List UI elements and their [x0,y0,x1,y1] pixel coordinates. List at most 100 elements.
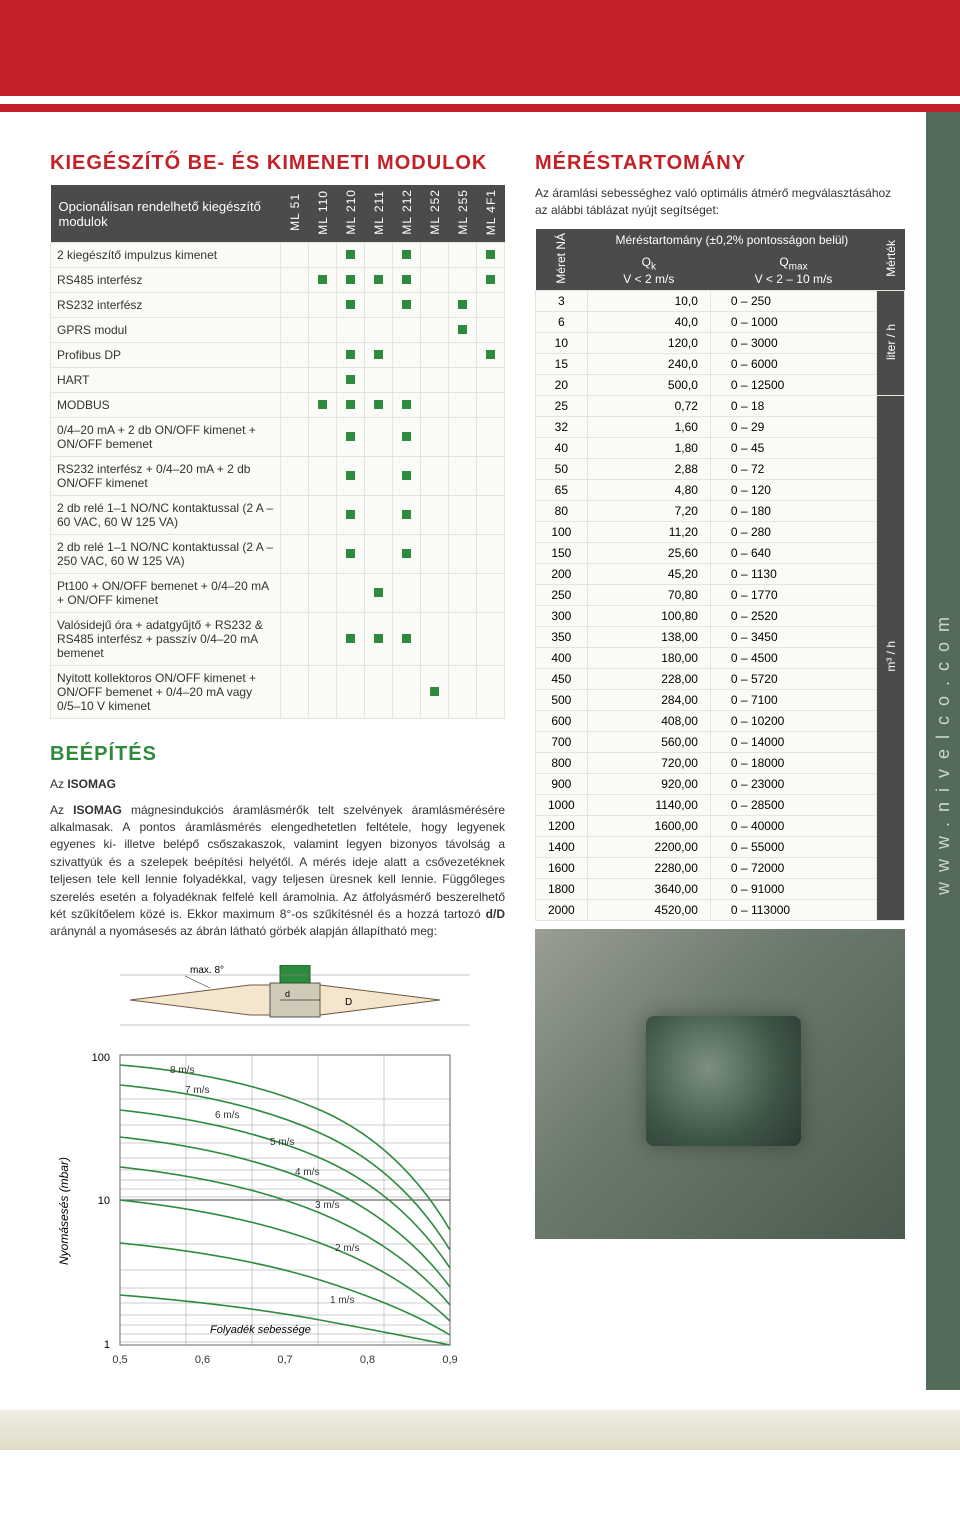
mod-cell [393,574,421,613]
range-qmax: 0 – 3450 [710,627,876,648]
mod-cell [337,613,365,666]
red-banner [0,0,960,96]
mod-cell [421,268,449,293]
mod-cell [337,318,365,343]
mod-cell [421,343,449,368]
mod-cell [393,343,421,368]
mod-cell [365,418,393,457]
mod-cell [477,268,505,293]
mod-cell [449,393,477,418]
mod-cell [449,535,477,574]
mod-cell [477,613,505,666]
diagram-note: max. 8° [190,965,224,976]
range-sub-qk: QkV < 2 m/s [587,251,710,291]
mod-cell [365,496,393,535]
range-size: 300 [536,606,588,627]
mod-cell [281,368,309,393]
mod-colhead-0: ML 51 [281,185,309,243]
mod-cell [393,268,421,293]
mod-cell [449,418,477,457]
range-qmax: 0 – 120 [710,480,876,501]
mod-colhead-3: ML 211 [365,185,393,243]
mod-cell [337,343,365,368]
modules-table: Opcionálisan rendelhető kiegészítő modul… [50,185,505,719]
mod-cell [393,496,421,535]
curve-label: 8 m/s [170,1065,194,1076]
range-row: 10001140,000 – 28500 [536,795,905,816]
range-head-main: Méréstartomány (±0,2% pontosságon belül) [587,229,876,251]
mod-cell [281,574,309,613]
xtick: 0,7 [277,1354,292,1366]
left-title: KIEGÉSZÍTŐ BE- ÉS KIMENETI MODULOK [50,152,505,175]
range-qk: 11,20 [587,522,710,543]
range-row: 18003640,000 – 91000 [536,879,905,900]
range-qmax: 0 – 2520 [710,606,876,627]
range-qk: 120,0 [587,333,710,354]
mod-cell [393,666,421,719]
mod-cell [309,293,337,318]
range-qk: 408,00 [587,711,710,732]
mod-cell [365,666,393,719]
mod-cell [477,343,505,368]
mod-cell [421,368,449,393]
y-axis-label: Nyomásesés (mbar) [57,1157,71,1265]
mod-row-label: RS485 interfész [51,268,281,293]
range-sub-qmax: QmaxV < 2 – 10 m/s [710,251,876,291]
range-qk: 4,80 [587,480,710,501]
mod-row-label: MODBUS [51,393,281,418]
range-row: 800720,000 – 18000 [536,753,905,774]
mod-cell [337,243,365,268]
range-qmax: 0 – 4500 [710,648,876,669]
footer-strip [0,1410,960,1450]
beepites-title: BEÉPÍTÉS [50,743,505,766]
right-title: MÉRÉSTARTOMÁNY [535,152,905,175]
mod-cell [449,368,477,393]
mod-cell [449,457,477,496]
pressure-chart: d D max. 8° [50,965,505,1390]
mod-colhead-1: ML 110 [309,185,337,243]
mod-row: 2 db relé 1–1 NO/NC kontaktussal (2 A – … [51,496,505,535]
range-size: 40 [536,438,588,459]
mod-row-label: 2 kiegészítő impulzus kimenet [51,243,281,268]
xtick: 0,8 [360,1354,375,1366]
mod-cell [365,343,393,368]
range-row: 401,800 – 45 [536,438,905,459]
mod-cell [449,496,477,535]
range-size: 3 [536,291,588,312]
mod-cell [309,574,337,613]
curve-label: 2 m/s [335,1243,359,1254]
mod-colhead-5: ML 252 [421,185,449,243]
mod-row: HART [51,368,505,393]
mod-colhead-4: ML 212 [393,185,421,243]
mod-row-label: RS232 interfész [51,293,281,318]
range-qk: 3640,00 [587,879,710,900]
mod-colhead-2: ML 210 [337,185,365,243]
mod-cell [365,318,393,343]
mod-cell [477,457,505,496]
range-row: 20500,00 – 12500 [536,375,905,396]
range-qk: 2,88 [587,459,710,480]
modules-header-label: Opcionálisan rendelhető kiegészítő modul… [51,185,281,243]
mod-cell [365,243,393,268]
mod-cell [365,368,393,393]
mod-cell [421,243,449,268]
mod-row: GPRS modul [51,318,505,343]
mod-row-label: Valósidejű óra + adatgyűjtő + RS232 & RS… [51,613,281,666]
range-qmax: 0 – 280 [710,522,876,543]
mod-cell [365,268,393,293]
mod-cell [309,666,337,719]
range-size: 900 [536,774,588,795]
mod-cell [281,613,309,666]
mod-cell [393,393,421,418]
range-row: 900920,000 – 23000 [536,774,905,795]
range-qk: 1140,00 [587,795,710,816]
range-qk: 228,00 [587,669,710,690]
mod-cell [309,393,337,418]
range-table: Méret NÁ Méréstartomány (±0,2% pontosság… [535,229,905,922]
mod-row-label: 2 db relé 1–1 NO/NC kontaktussal (2 A – … [51,496,281,535]
mod-cell [477,418,505,457]
mod-cell [337,268,365,293]
curve-label: 6 m/s [215,1110,239,1121]
range-qk: 1600,00 [587,816,710,837]
xtick: 0,5 [112,1354,127,1366]
